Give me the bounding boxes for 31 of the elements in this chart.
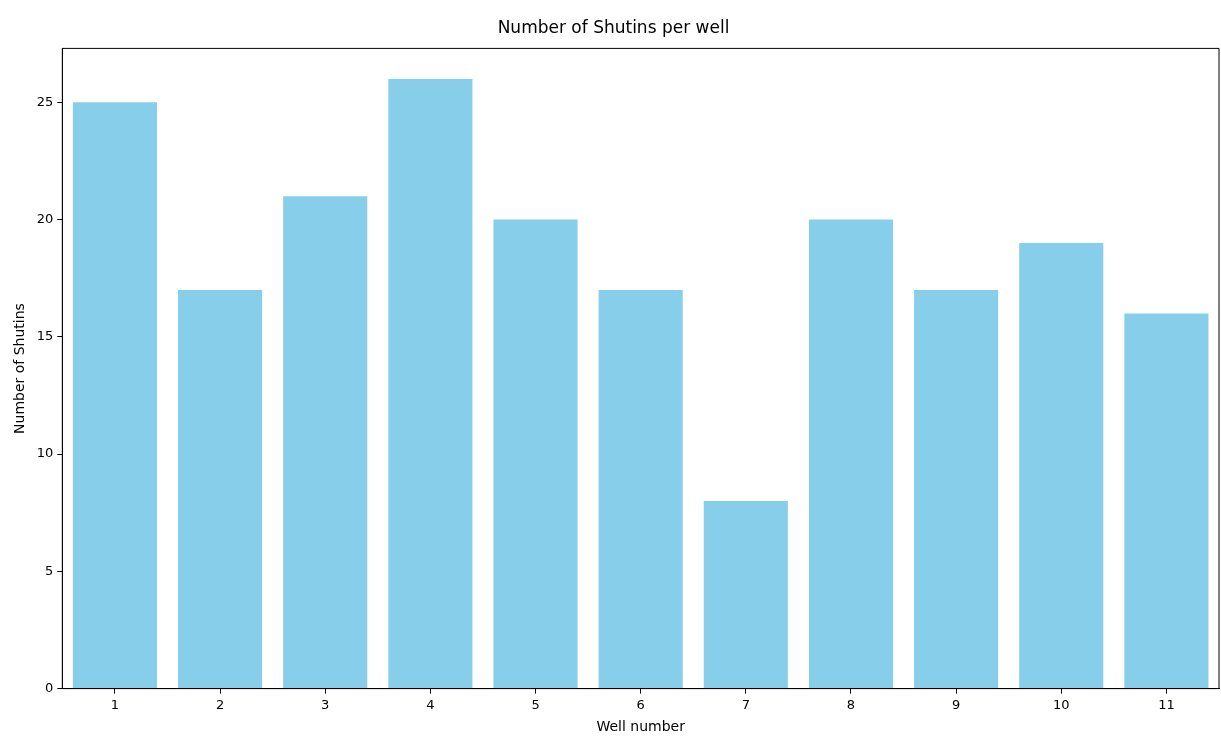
x-tick-label: 1	[110, 696, 120, 712]
y-tick-label: 15	[36, 328, 54, 344]
y-tick-label: 5	[45, 562, 54, 578]
y-tick-label: 25	[36, 93, 54, 109]
bar	[1124, 313, 1209, 689]
bar	[178, 289, 263, 689]
bar	[493, 219, 578, 689]
x-tick-label: 10	[1053, 696, 1070, 712]
x-axis-title: Well number	[596, 718, 686, 735]
y-tick-label: 10	[36, 445, 54, 461]
bar	[598, 289, 683, 689]
y-axis-title: Number of Shutins	[11, 303, 28, 434]
y-tick-label: 0	[45, 679, 54, 695]
bar	[72, 102, 157, 689]
bar	[388, 78, 473, 689]
chart-title: Number of Shutins per well	[497, 16, 730, 37]
x-tick-label: 3	[321, 696, 330, 712]
bar	[1019, 243, 1104, 689]
x-tick-label: 7	[741, 696, 750, 712]
x-tick-label: 5	[531, 696, 540, 712]
x-tick-label: 4	[426, 696, 435, 712]
x-tick-label: 6	[636, 696, 645, 712]
x-tick-label: 2	[215, 696, 225, 712]
y-tick-label: 20	[36, 210, 54, 226]
bar	[914, 289, 999, 689]
bar	[808, 219, 894, 689]
x-tick-label: 9	[951, 696, 961, 712]
x-tick-label: 11	[1158, 696, 1175, 712]
x-tick-label: 8	[846, 696, 856, 712]
bar	[283, 196, 368, 689]
bar	[703, 501, 788, 689]
